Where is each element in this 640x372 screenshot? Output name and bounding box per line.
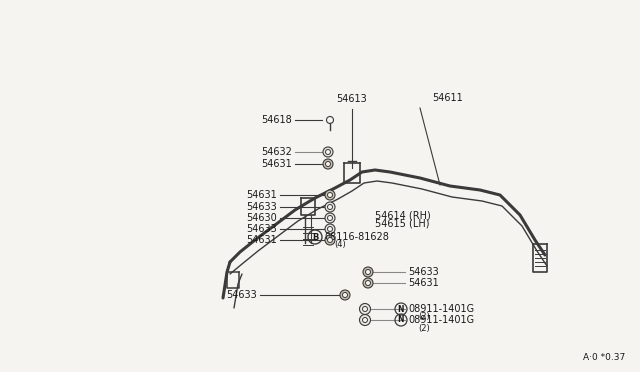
Text: (2): (2) (418, 324, 429, 333)
Text: 08911-1401G: 08911-1401G (408, 304, 474, 314)
Circle shape (328, 215, 333, 221)
Circle shape (360, 314, 371, 326)
Circle shape (323, 159, 333, 169)
Text: 54633: 54633 (246, 224, 277, 234)
Circle shape (360, 304, 371, 314)
Text: 54631: 54631 (246, 190, 277, 200)
Circle shape (363, 267, 373, 277)
Circle shape (363, 278, 373, 288)
Circle shape (325, 235, 335, 245)
Text: 08911-1401G: 08911-1401G (408, 315, 474, 325)
Circle shape (325, 202, 335, 212)
Text: 54631: 54631 (246, 235, 277, 245)
Text: 54633: 54633 (408, 267, 439, 277)
Circle shape (362, 307, 367, 311)
Circle shape (326, 150, 330, 154)
Text: 54630: 54630 (246, 213, 277, 223)
Text: (4): (4) (334, 241, 346, 250)
Circle shape (328, 227, 333, 231)
Text: 54611: 54611 (432, 93, 463, 103)
Circle shape (325, 213, 335, 223)
Circle shape (328, 205, 333, 209)
Circle shape (326, 161, 330, 167)
Circle shape (362, 317, 367, 323)
Text: N: N (397, 315, 404, 324)
Circle shape (325, 190, 335, 200)
Text: 54632: 54632 (261, 147, 292, 157)
Text: 54631: 54631 (408, 278, 439, 288)
Text: 54631: 54631 (261, 159, 292, 169)
Text: A·0 *0.37: A·0 *0.37 (583, 353, 625, 362)
Circle shape (328, 237, 333, 243)
Text: 54614 (RH): 54614 (RH) (375, 210, 431, 220)
Circle shape (323, 147, 333, 157)
Circle shape (365, 280, 371, 285)
Text: 54633: 54633 (227, 290, 257, 300)
Circle shape (340, 290, 350, 300)
Circle shape (325, 224, 335, 234)
Text: 54615 (LH): 54615 (LH) (375, 219, 429, 229)
Circle shape (328, 192, 333, 198)
Circle shape (365, 269, 371, 275)
Text: 08116-81628: 08116-81628 (324, 232, 389, 242)
Text: 54613: 54613 (337, 94, 367, 104)
Text: B: B (312, 232, 318, 241)
Text: N: N (397, 305, 404, 314)
Text: 54618: 54618 (261, 115, 292, 125)
Text: (2): (2) (418, 312, 429, 321)
Text: 54633: 54633 (246, 202, 277, 212)
Circle shape (342, 292, 348, 298)
